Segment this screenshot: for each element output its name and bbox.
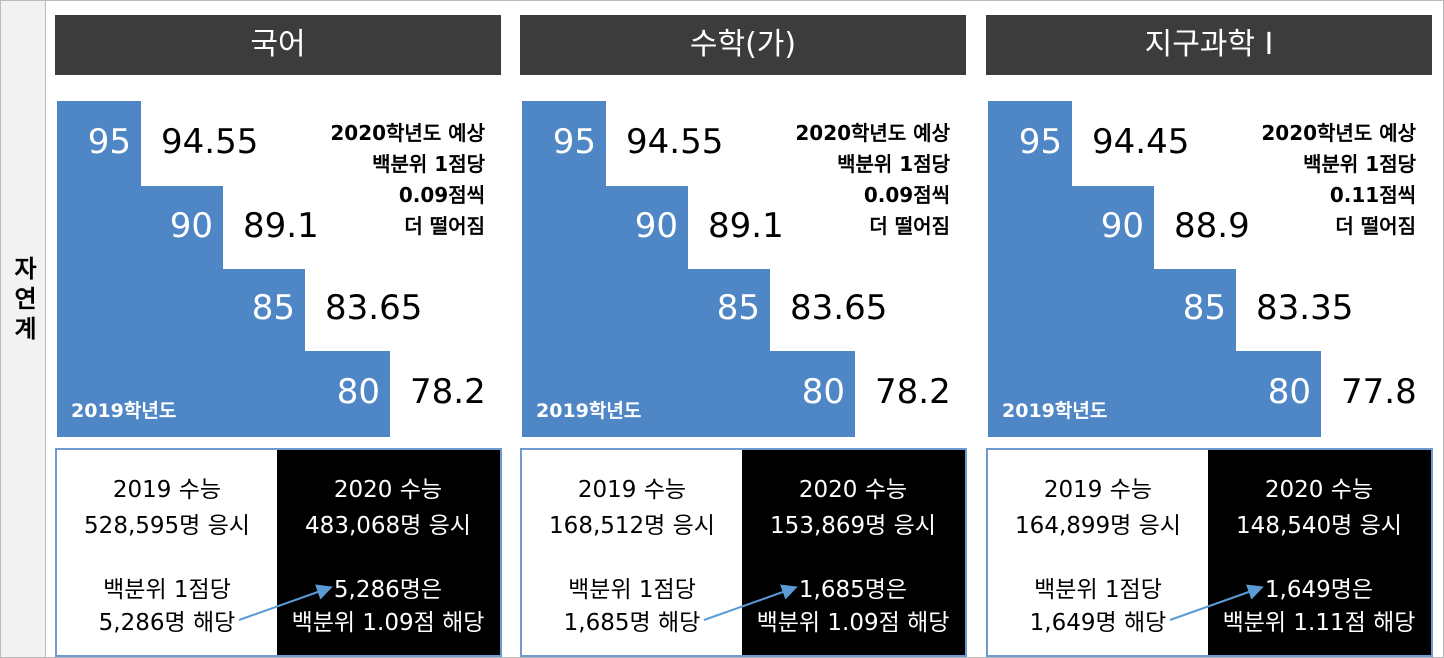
note-line: 0.09점씩 — [863, 183, 950, 207]
panel-title: 국어 — [55, 15, 501, 75]
compare-line: 5,286명 해당 — [98, 610, 236, 636]
compare-line: 백분위 1점당 — [568, 577, 696, 603]
base-label: 2019학년도 — [1002, 400, 1108, 422]
score: 94.55 — [161, 121, 259, 162]
step-block — [522, 351, 855, 437]
percentile: 90 — [1100, 205, 1144, 246]
percentile: 90 — [634, 205, 678, 246]
arrow — [238, 584, 333, 621]
step-block — [988, 269, 1236, 351]
compare-line: 1,685명 해당 — [563, 610, 701, 636]
compare-title: 2019 수능 — [1043, 477, 1153, 503]
compare-line: 5,286명은 — [333, 577, 443, 603]
arrow — [1169, 584, 1264, 621]
note-line: 0.11점씩 — [1329, 183, 1416, 207]
note-line: 더 떨어짐 — [1335, 214, 1416, 238]
compare-count: 528,595명 응시 — [84, 513, 250, 539]
step-block — [57, 351, 390, 437]
note-line: 2020학년도 예상 — [1261, 121, 1416, 145]
step-block — [522, 269, 770, 351]
side-column: 자연계 — [1, 1, 46, 657]
compare-title: 2019 수능 — [577, 477, 687, 503]
percentile: 85 — [1182, 288, 1226, 328]
dark-half — [742, 450, 965, 655]
side-label: 자연계 — [9, 256, 37, 346]
percentile: 85 — [716, 288, 760, 328]
panel: 국어 95 94.55 90 89.1 85 83.65 80 78.2 2019학년도 2020학… — [55, 1, 502, 657]
compare-count: 168,512명 응시 — [549, 513, 715, 539]
score: 83.35 — [1256, 288, 1354, 328]
percentile: 85 — [251, 288, 295, 328]
score: 78.2 — [875, 372, 951, 412]
compare-line: 1,685명은 — [798, 577, 908, 603]
compare-count: 148,540명 응시 — [1236, 513, 1402, 539]
note-line: 더 떨어짐 — [404, 214, 485, 238]
note-line: 백분위 1점당 — [1303, 152, 1416, 176]
compare-line: 1,649명은 — [1264, 577, 1374, 603]
base-label: 2019학년도 — [536, 400, 642, 422]
score: 83.65 — [325, 288, 423, 328]
panel-title: 수학(가) — [520, 15, 966, 75]
percentile: 80 — [336, 372, 380, 412]
compare-line: 1,649명 해당 — [1029, 610, 1167, 636]
percentile: 95 — [87, 121, 131, 162]
compare-line: 백분위 1점당 — [1034, 577, 1162, 603]
step-block — [988, 101, 1072, 186]
compare-line: 백분위 1.09점 해당 — [756, 610, 950, 636]
note-line: 백분위 1점당 — [372, 152, 485, 176]
score: 94.45 — [1092, 121, 1190, 162]
compare-line: 백분위 1.11점 해당 — [1222, 610, 1416, 636]
step-block — [57, 269, 305, 351]
note-line: 2020학년도 예상 — [795, 121, 950, 145]
dark-half — [1208, 450, 1431, 655]
compare-title: 2020 수능 — [333, 477, 443, 503]
percentile: 90 — [169, 205, 213, 246]
note-line: 백분위 1점당 — [837, 152, 950, 176]
step-block — [988, 351, 1321, 437]
note-line: 더 떨어짐 — [869, 214, 950, 238]
panel: 지구과학 I 95 94.45 90 88.9 85 83.35 80 77.8 2019학년도 2… — [986, 1, 1433, 657]
percentile: 95 — [1018, 121, 1062, 162]
compare-line: 백분위 1점당 — [103, 577, 231, 603]
compare-line: 백분위 1.09점 해당 — [291, 610, 485, 636]
compare-count: 483,068명 응시 — [305, 513, 471, 539]
step-block — [522, 186, 688, 269]
compare-title: 2019 수능 — [112, 477, 222, 503]
step-block — [522, 101, 606, 186]
arrow — [703, 584, 798, 621]
note-line: 0.09점씩 — [398, 183, 485, 207]
dark-half — [277, 450, 500, 655]
score: 83.65 — [790, 288, 888, 328]
step-block — [57, 101, 141, 186]
note-line: 2020학년도 예상 — [330, 121, 485, 145]
step-block — [57, 186, 223, 269]
score: 88.9 — [1174, 205, 1250, 246]
step-block — [988, 186, 1154, 269]
compare-count: 153,869명 응시 — [770, 513, 936, 539]
percentile: 95 — [552, 121, 596, 162]
base-label: 2019학년도 — [71, 400, 177, 422]
percentile: 80 — [801, 372, 845, 412]
compare-count: 164,899명 응시 — [1015, 513, 1181, 539]
score: 77.8 — [1341, 372, 1417, 412]
panel: 수학(가) 95 94.55 90 89.1 85 83.65 80 78.2 2019학년도 20… — [520, 1, 967, 657]
score: 89.1 — [243, 205, 319, 246]
score: 94.55 — [626, 121, 724, 162]
panel-title: 지구과학 I — [986, 15, 1432, 75]
compare-title: 2020 수능 — [798, 477, 908, 503]
score: 89.1 — [708, 205, 784, 246]
percentile: 80 — [1267, 372, 1311, 412]
score: 78.2 — [410, 372, 486, 412]
compare-title: 2020 수능 — [1264, 477, 1374, 503]
